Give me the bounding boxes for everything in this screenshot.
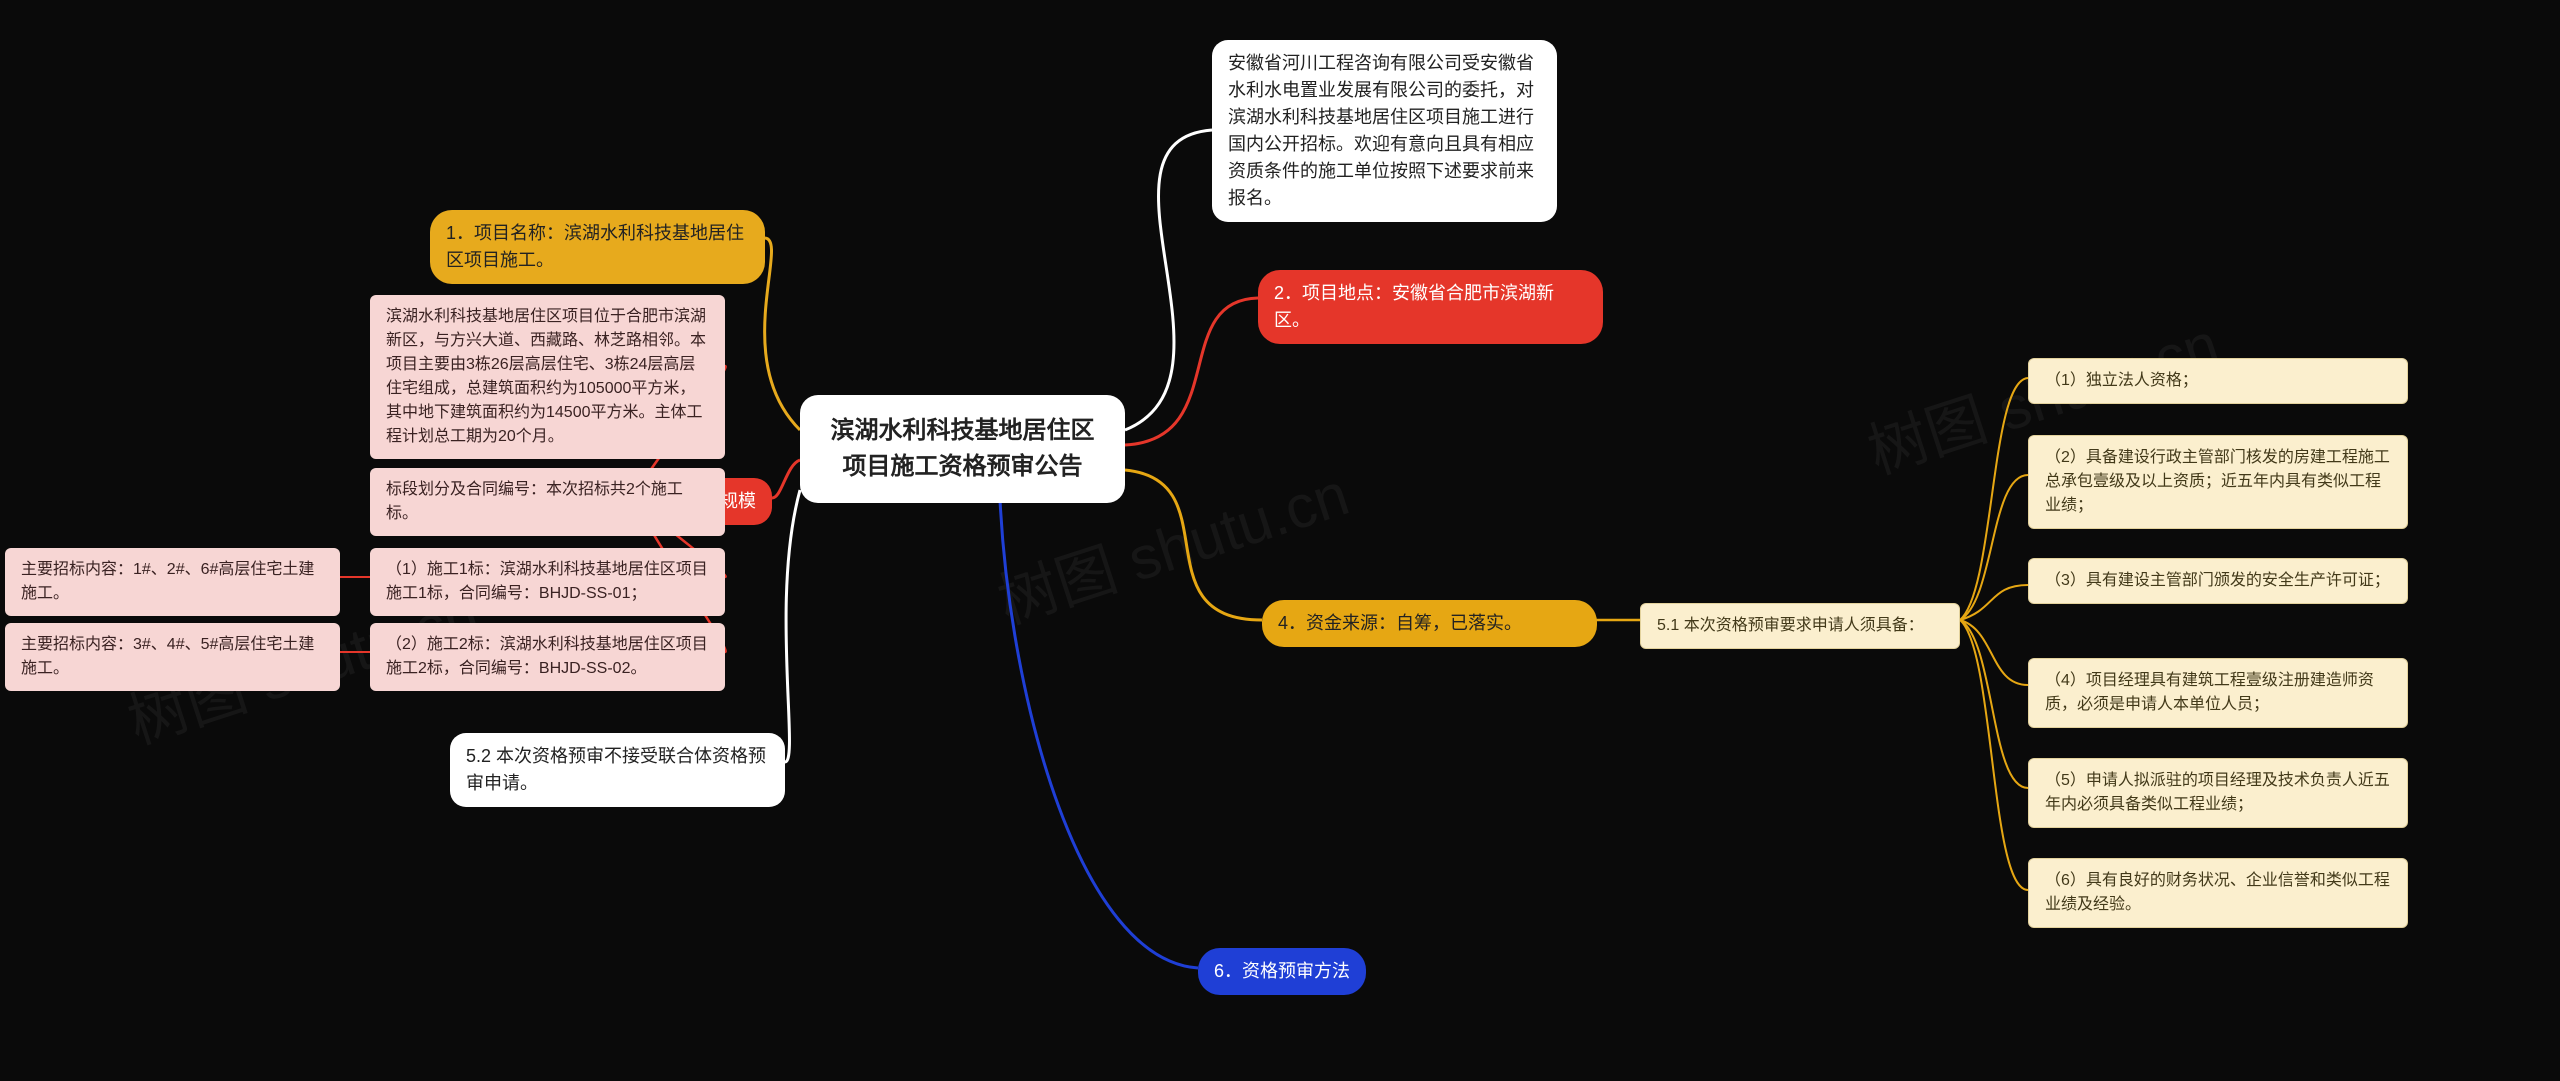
req-2: （2）具备建设行政主管部门核发的房建工程施工总承包壹级及以上资质；近五年内具有类… [2028,435,2408,529]
node-3b-sections: 标段划分及合同编号：本次招标共2个施工标。 [370,468,725,536]
node-3c-content: 主要招标内容：1#、2#、6#高层住宅土建施工。 [5,548,340,616]
intro-node: 安徽省河川工程咨询有限公司受安徽省水利水电置业发展有限公司的委托，对滨湖水利科技… [1212,40,1557,222]
center-node: 滨湖水利科技基地居住区项目施工资格预审公告 [800,395,1125,503]
node-4-funding: 4．资金来源：自筹，已落实。 [1262,600,1597,647]
node-1-name: 1．项目名称：滨湖水利科技基地居住区项目施工。 [430,210,765,284]
node-5-1-requirements: 5.1 本次资格预审要求申请人须具备： [1640,603,1960,649]
req-5: （5）申请人拟派驻的项目经理及技术负责人近五年内必须具备类似工程业绩； [2028,758,2408,828]
req-6: （6）具有良好的财务状况、企业信誉和类似工程业绩及经验。 [2028,858,2408,928]
node-3d-bid2: （2）施工2标：滨湖水利科技基地居住区项目施工2标，合同编号：BHJD-SS-0… [370,623,725,691]
node-6-method: 6．资格预审方法 [1198,948,1366,995]
node-5-2-no-consortium: 5.2 本次资格预审不接受联合体资格预审申请。 [450,733,785,807]
node-3a-overview: 滨湖水利科技基地居住区项目位于合肥市滨湖新区，与方兴大道、西藏路、林芝路相邻。本… [370,295,725,459]
node-3c-bid1: （1）施工1标：滨湖水利科技基地居住区项目施工1标，合同编号：BHJD-SS-0… [370,548,725,616]
req-4: （4）项目经理具有建筑工程壹级注册建造师资质，必须是申请人本单位人员； [2028,658,2408,728]
node-3d-content: 主要招标内容：3#、4#、5#高层住宅土建施工。 [5,623,340,691]
req-3: （3）具有建设主管部门颁发的安全生产许可证； [2028,558,2408,604]
node-2-location: 2．项目地点：安徽省合肥市滨湖新区。 [1258,270,1603,344]
req-1: （1）独立法人资格； [2028,358,2408,404]
